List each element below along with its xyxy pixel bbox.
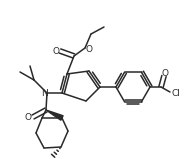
Text: Cl: Cl xyxy=(171,89,181,97)
Text: O: O xyxy=(24,114,31,122)
Polygon shape xyxy=(46,110,63,120)
Text: N: N xyxy=(41,90,47,98)
Text: O: O xyxy=(162,69,169,77)
Text: O: O xyxy=(86,45,93,53)
Text: O: O xyxy=(52,48,59,56)
